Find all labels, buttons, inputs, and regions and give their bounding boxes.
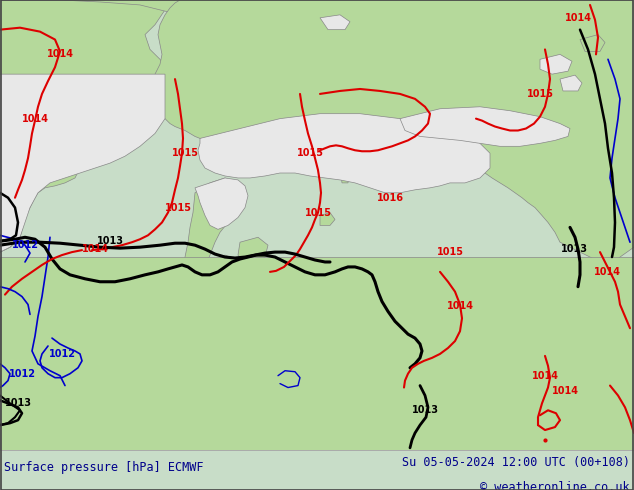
Text: 1014: 1014 — [564, 13, 592, 23]
Polygon shape — [540, 54, 572, 74]
Text: 1013: 1013 — [560, 244, 588, 254]
Text: 1015: 1015 — [304, 208, 332, 218]
Polygon shape — [0, 257, 634, 450]
Text: 1015: 1015 — [172, 148, 198, 158]
Text: 1015: 1015 — [164, 202, 191, 213]
Polygon shape — [0, 0, 170, 252]
Text: 1015: 1015 — [436, 247, 463, 257]
Polygon shape — [148, 0, 634, 267]
Text: 1013: 1013 — [411, 405, 439, 416]
Polygon shape — [340, 163, 350, 183]
Text: Su 05-05-2024 12:00 UTC (00+108): Su 05-05-2024 12:00 UTC (00+108) — [401, 456, 630, 469]
Text: 1014: 1014 — [593, 267, 621, 277]
Polygon shape — [320, 213, 335, 225]
Text: 1014: 1014 — [531, 370, 559, 381]
Polygon shape — [210, 255, 238, 277]
Text: 1014: 1014 — [46, 49, 74, 59]
Text: © weatheronline.co.uk: © weatheronline.co.uk — [480, 481, 630, 490]
Polygon shape — [358, 148, 378, 166]
Text: 1014: 1014 — [446, 301, 474, 312]
Text: 1012: 1012 — [11, 240, 39, 250]
Text: 1016: 1016 — [377, 193, 403, 203]
Polygon shape — [183, 178, 238, 292]
Text: Surface pressure [hPa] ECMWF: Surface pressure [hPa] ECMWF — [4, 461, 204, 474]
Polygon shape — [580, 35, 605, 51]
Text: 1014: 1014 — [82, 244, 108, 254]
Polygon shape — [320, 15, 350, 30]
Polygon shape — [0, 74, 165, 252]
Polygon shape — [400, 107, 570, 147]
Polygon shape — [195, 178, 248, 229]
Text: 1015: 1015 — [297, 148, 323, 158]
Text: 1014: 1014 — [22, 114, 48, 123]
Text: 1015: 1015 — [526, 89, 553, 99]
Text: 1013: 1013 — [96, 236, 124, 246]
Text: 1012: 1012 — [8, 368, 36, 379]
Polygon shape — [0, 0, 60, 252]
Polygon shape — [0, 0, 634, 30]
Polygon shape — [238, 237, 268, 265]
Polygon shape — [560, 75, 582, 91]
Text: 1014: 1014 — [552, 386, 578, 395]
Text: 1012: 1012 — [48, 349, 75, 359]
Polygon shape — [198, 114, 490, 193]
Text: 1013: 1013 — [4, 398, 32, 408]
